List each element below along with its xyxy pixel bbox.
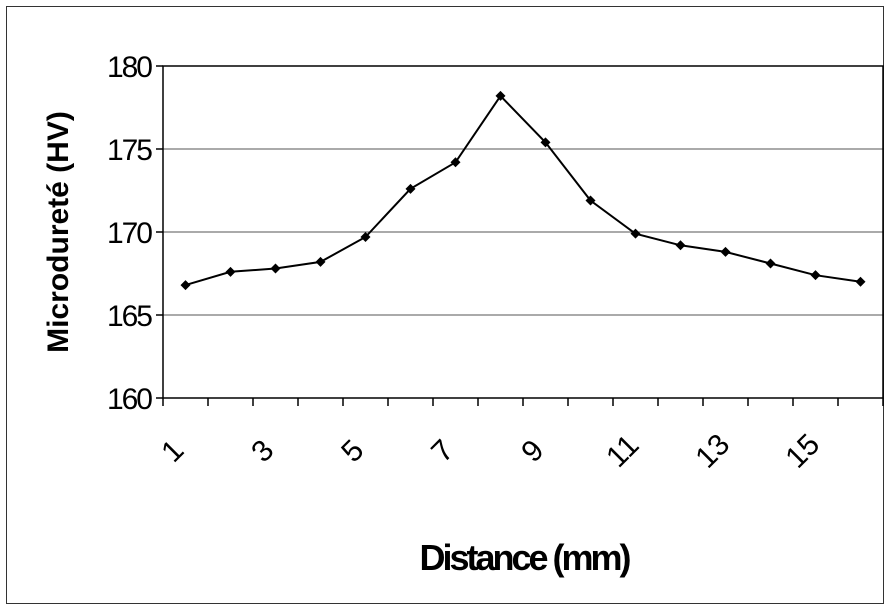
y-tick-label: 180 (107, 51, 152, 84)
data-point (270, 263, 281, 274)
y-tick-label: 170 (107, 217, 152, 250)
series-line (185, 94, 861, 287)
data-point (675, 240, 686, 251)
data-point (450, 157, 461, 168)
data-point (405, 183, 416, 194)
data-point (540, 137, 551, 148)
data-point (720, 246, 731, 257)
chart-frame (6, 6, 884, 604)
data-point (810, 270, 821, 281)
data-point (495, 90, 506, 101)
x-axis-label: Distance (mm) (419, 537, 630, 578)
series-markers (180, 90, 866, 291)
x-tick-label: 9 (515, 434, 550, 469)
x-tick-label: 5 (335, 434, 370, 469)
x-axis-ticks: 1 3 5 7 9 11 13 15 (155, 398, 884, 475)
y-axis-ticks: 160 165 170 175 180 (107, 51, 163, 416)
x-tick-label: 7 (425, 434, 460, 469)
x-tick-label: 11 (600, 429, 645, 474)
x-tick-label: 15 (779, 428, 826, 475)
y-tick-label: 175 (107, 134, 152, 167)
data-point (630, 228, 641, 239)
data-point (360, 231, 371, 242)
x-tick-label: 3 (245, 434, 280, 469)
y-axis-label: Microdureté (HV) (42, 111, 75, 353)
data-point (225, 266, 236, 277)
data-point (855, 276, 866, 287)
data-point (180, 280, 191, 291)
grid-lines (163, 148, 883, 316)
data-point (315, 256, 326, 267)
y-tick-label: 165 (107, 300, 152, 333)
data-point (765, 258, 776, 269)
x-tick-label: 13 (689, 428, 736, 475)
x-tick-label: 1 (155, 434, 190, 469)
y-tick-label: 160 (107, 383, 152, 416)
data-point (585, 195, 596, 206)
